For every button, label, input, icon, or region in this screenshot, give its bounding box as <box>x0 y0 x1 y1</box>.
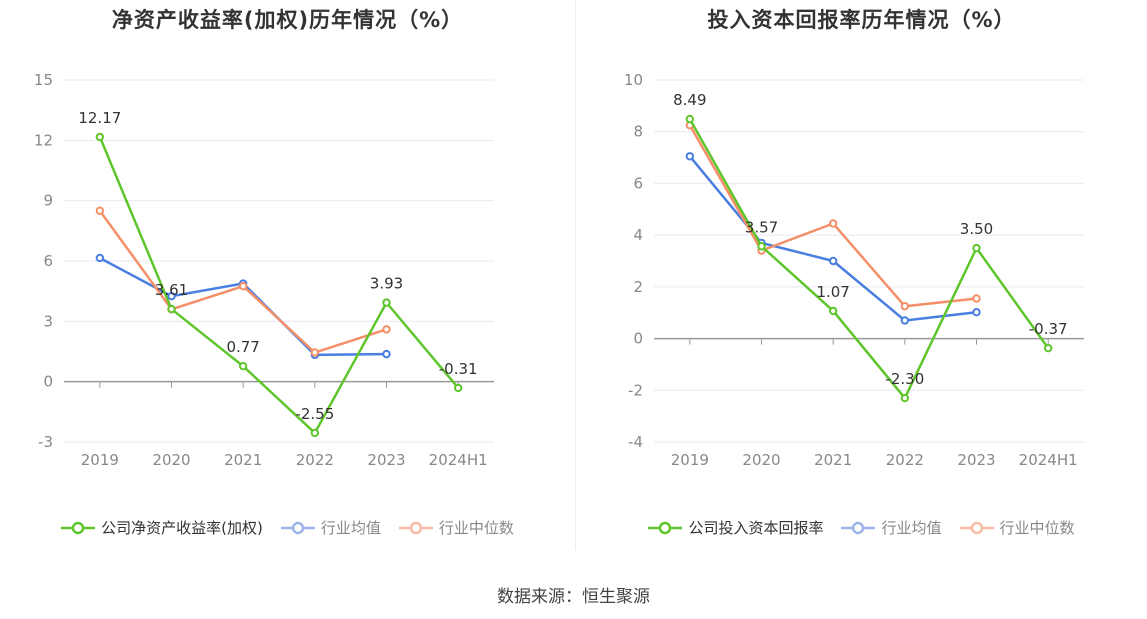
data-point[interactable] <box>828 219 838 228</box>
data-label: -0.31 <box>439 360 478 378</box>
data-label: 3.93 <box>370 275 403 293</box>
x-tick-label: 2020 <box>152 451 190 469</box>
data-point[interactable] <box>685 152 695 161</box>
data-label: -0.37 <box>1029 320 1068 338</box>
x-tick-label: 2019 <box>81 451 119 469</box>
data-source-note: 数据来源：恒生聚源 <box>497 587 650 607</box>
data-point[interactable] <box>900 316 910 325</box>
data-point[interactable] <box>972 294 981 303</box>
x-tick-label: 2022 <box>886 451 924 469</box>
roic-chart-plot: 10 8 6 4 2 0 -2 -4 2019 2020 2021 2022 2023 2024H1 8.4… <box>624 71 1084 469</box>
x-tick-label: 2021 <box>814 451 852 469</box>
data-point[interactable] <box>95 253 105 263</box>
data-point[interactable] <box>972 307 981 317</box>
y-tick-label: 10 <box>624 71 643 89</box>
y-tick-label: 8 <box>633 123 643 141</box>
data-point[interactable] <box>382 349 391 359</box>
legend-marker-green <box>61 521 96 534</box>
x-tick-label: 2022 <box>296 451 334 469</box>
legend-marker-green <box>648 521 683 534</box>
roic-chart-panel: 投入资本回报率历年情况（%） 10 8 6 4 2 0 -2 -4 2019 2020 2021 20… <box>576 0 1147 560</box>
roic-chart-legend: 公司投入资本回报率 行业均值 行业中位数 <box>576 517 1147 538</box>
data-point[interactable] <box>95 206 105 215</box>
data-point[interactable] <box>167 304 176 314</box>
series-line <box>688 118 1050 400</box>
data-label: -2.30 <box>885 370 924 388</box>
legend-marker-blue <box>280 521 315 534</box>
x-tick-label: 2023 <box>367 451 405 469</box>
y-tick-label: 9 <box>43 192 53 210</box>
y-tick-label: 2 <box>633 278 643 296</box>
y-tick-label: 12 <box>34 131 53 149</box>
panel-divider <box>575 0 576 550</box>
x-tick-label: 2021 <box>224 451 262 469</box>
y-tick-label: 15 <box>34 71 53 89</box>
legend-label: 行业中位数 <box>999 519 1075 537</box>
y-tick-label: 4 <box>633 226 643 244</box>
data-label: 3.57 <box>745 218 778 236</box>
legend-marker-orange <box>959 521 994 534</box>
legend-item-industry-median[interactable]: 行业中位数 <box>959 517 1075 538</box>
data-point[interactable] <box>238 281 248 291</box>
y-tick-label: 6 <box>43 252 53 270</box>
data-point[interactable] <box>453 383 463 393</box>
legend-label: 行业中位数 <box>438 519 514 537</box>
legend-label: 公司净资产收益率(加权) <box>101 519 263 537</box>
data-label: 3.50 <box>960 220 993 238</box>
y-tick-label: 3 <box>43 312 53 330</box>
data-point[interactable] <box>95 132 105 142</box>
data-point[interactable] <box>900 393 910 403</box>
x-tick-label: 2024H1 <box>429 451 488 469</box>
series-line <box>98 136 460 435</box>
legend-item-industry-mean[interactable]: 行业均值 <box>841 517 942 538</box>
data-label: 3.61 <box>155 281 188 299</box>
x-tick-label: 2019 <box>671 451 709 469</box>
data-label: 12.17 <box>78 109 121 127</box>
data-label: 8.49 <box>673 91 706 109</box>
legend-item-industry-median[interactable]: 行业中位数 <box>398 517 514 538</box>
legend-marker-blue <box>841 521 876 534</box>
roe-chart-title: 净资产收益率(加权)历年情况（%） <box>111 8 464 32</box>
legend-label: 公司投入资本回报率 <box>688 519 824 537</box>
y-tick-label: 0 <box>43 373 53 391</box>
y-tick-label: -2 <box>628 381 643 399</box>
data-point[interactable] <box>828 256 838 266</box>
data-point[interactable] <box>972 243 981 253</box>
data-point[interactable] <box>310 348 320 357</box>
y-tick-label: -3 <box>38 433 53 451</box>
data-point[interactable] <box>382 298 391 307</box>
data-label: 1.07 <box>816 283 849 301</box>
y-tick-label: -4 <box>628 433 643 451</box>
x-tick-label: 2023 <box>957 451 995 469</box>
data-label: -2.55 <box>295 405 334 423</box>
x-tick-label: 2020 <box>742 451 780 469</box>
data-point[interactable] <box>757 242 766 251</box>
legend-item-industry-mean[interactable]: 行业均值 <box>280 517 381 538</box>
y-tick-label: 6 <box>633 174 643 192</box>
legend-label: 行业均值 <box>320 519 381 537</box>
y-tick-label: 0 <box>633 330 643 348</box>
legend-label: 行业均值 <box>881 519 942 537</box>
series-line <box>688 124 977 308</box>
data-label: 0.77 <box>226 338 259 356</box>
roe-chart-panel: 净资产收益率(加权)历年情况（%） 15 12 9 6 3 0 -3 2019 2020 2021… <box>0 0 575 560</box>
data-point[interactable] <box>310 428 320 438</box>
roe-chart-plot: 15 12 9 6 3 0 -3 2019 2020 2021 2022 2023 2024H1 12.1… <box>34 71 494 469</box>
data-point[interactable] <box>828 306 838 316</box>
data-point[interactable] <box>685 114 695 124</box>
data-point[interactable] <box>167 291 176 301</box>
data-point[interactable] <box>900 302 910 311</box>
legend-marker-orange <box>398 521 433 534</box>
data-point[interactable] <box>382 325 391 334</box>
legend-item-company-roic[interactable]: 公司投入资本回报率 <box>648 517 823 538</box>
data-point[interactable] <box>1043 343 1053 353</box>
data-point[interactable] <box>238 361 248 371</box>
x-tick-label: 2024H1 <box>1019 451 1078 469</box>
roe-chart-legend: 公司净资产收益率(加权) 行业均值 行业中位数 <box>0 517 575 538</box>
legend-item-company-roe[interactable]: 公司净资产收益率(加权) <box>61 517 263 538</box>
roic-chart-title: 投入资本回报率历年情况（%） <box>707 8 1016 32</box>
